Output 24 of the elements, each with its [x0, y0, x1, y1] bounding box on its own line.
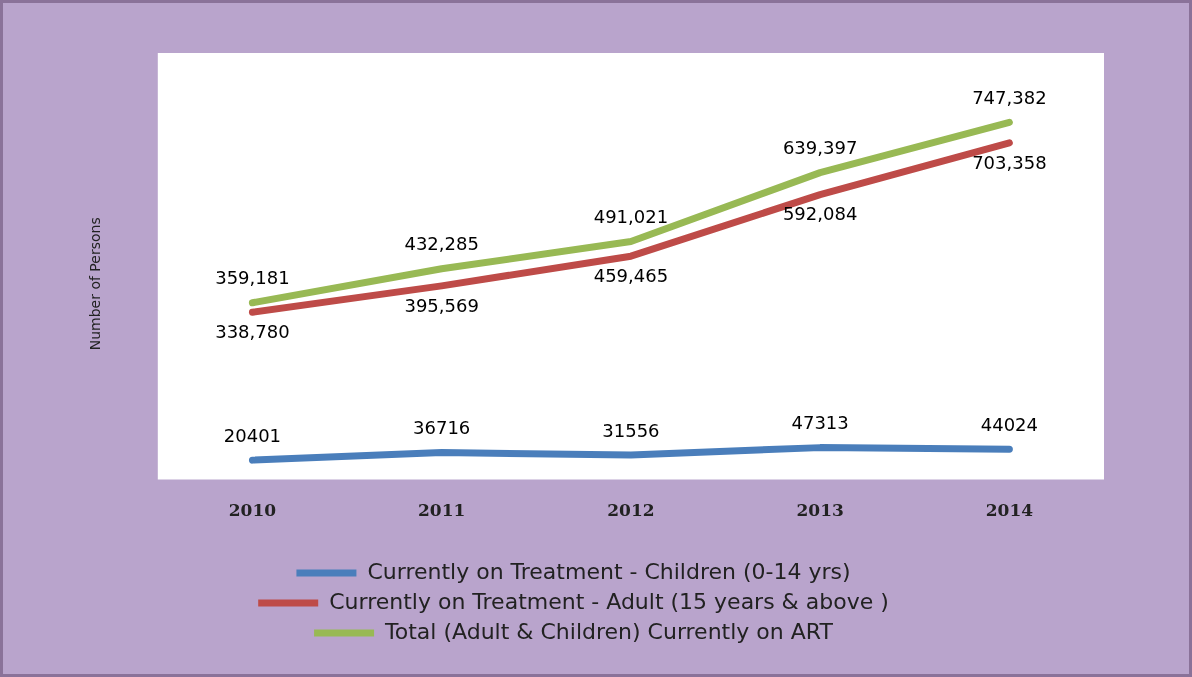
y-axis-title: Number of Persons: [87, 217, 104, 351]
data-label: 703,358: [972, 151, 1047, 173]
x-tick-label: 2011: [418, 500, 466, 521]
legend-label: Currently on Treatment - Adult (15 years & above ): [329, 588, 889, 614]
data-label: 747,382: [972, 87, 1047, 109]
data-label: 31556: [602, 419, 660, 441]
x-tick-label: 2013: [796, 500, 844, 521]
data-label: 395,569: [404, 294, 479, 316]
data-label: 44024: [980, 413, 1039, 435]
data-label: 47313: [791, 412, 849, 434]
data-label: 592,084: [782, 203, 858, 225]
data-label: 338,780: [215, 320, 290, 342]
data-label: 359,181: [215, 267, 290, 289]
x-tick-label: 2012: [607, 500, 655, 521]
data-label: 20401: [223, 424, 282, 446]
data-label: 459,465: [593, 264, 669, 286]
legend-label: Total (Adult & Children) Currently on ART: [384, 618, 834, 644]
legend-label: Currently on Treatment - Children (0-14 yrs): [367, 558, 851, 584]
data-label: 491,021: [593, 206, 669, 228]
data-label: 432,285: [404, 233, 479, 255]
x-tick-label: 2014: [985, 500, 1034, 521]
data-label: 36716: [413, 417, 471, 439]
x-tick-label: 2010: [228, 500, 277, 521]
data-label: 639,397: [782, 137, 858, 159]
